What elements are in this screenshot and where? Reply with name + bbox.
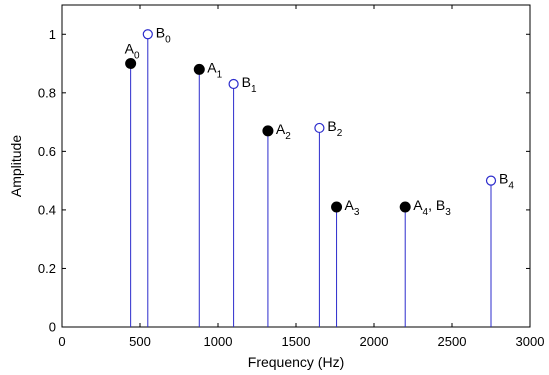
stem-group bbox=[125, 29, 497, 327]
x-axis-ticks: 0 500 1000 1500 2000 2500 3000 bbox=[58, 5, 544, 349]
x-tick-label: 2500 bbox=[438, 334, 467, 349]
y-tick-label: 0.4 bbox=[38, 202, 56, 217]
point-label-a1: A1 bbox=[207, 59, 222, 80]
marker-b4 bbox=[485, 175, 497, 186]
y-tick-label: 0.2 bbox=[38, 261, 56, 276]
point-label-b4: B4 bbox=[499, 171, 514, 192]
x-tick-label: 1000 bbox=[204, 334, 233, 349]
point-labels: A0 A1 A2 A3 A4, B3 B0 B1 B2 B4 bbox=[125, 24, 515, 218]
y-axis-ticks: 0 0.2 0.4 0.6 0.8 1 bbox=[38, 27, 530, 335]
marker-b0 bbox=[142, 29, 153, 40]
y-tick-label: 1 bbox=[49, 27, 56, 42]
y-tick-label: 0 bbox=[49, 320, 56, 335]
point-label-b2: B2 bbox=[327, 118, 342, 139]
marker-a2 bbox=[262, 125, 274, 137]
point-label-a3: A3 bbox=[345, 197, 360, 218]
point-label-a0: A0 bbox=[125, 41, 140, 62]
y-axis-label: Amplitude bbox=[8, 135, 24, 197]
marker-b1 bbox=[228, 78, 239, 90]
x-tick-label: 500 bbox=[129, 334, 151, 349]
x-tick-label: 0 bbox=[58, 334, 65, 349]
marker-a0 bbox=[125, 58, 137, 70]
point-label-a4: A4, B3 bbox=[413, 197, 451, 218]
y-tick-label: 0.6 bbox=[38, 144, 56, 159]
marker-a4 bbox=[399, 201, 411, 213]
marker-b2 bbox=[314, 122, 325, 134]
x-tick-label: 2000 bbox=[360, 334, 389, 349]
y-tick-label: 0.8 bbox=[38, 85, 56, 100]
point-label-a2: A2 bbox=[276, 121, 291, 142]
point-label-b0: B0 bbox=[156, 24, 171, 45]
x-tick-label: 1500 bbox=[282, 334, 311, 349]
x-axis-label: Frequency (Hz) bbox=[248, 354, 344, 370]
marker-a3 bbox=[331, 201, 343, 213]
marker-a1 bbox=[193, 63, 205, 75]
point-label-b1: B1 bbox=[242, 74, 257, 95]
x-tick-label: 3000 bbox=[516, 334, 545, 349]
